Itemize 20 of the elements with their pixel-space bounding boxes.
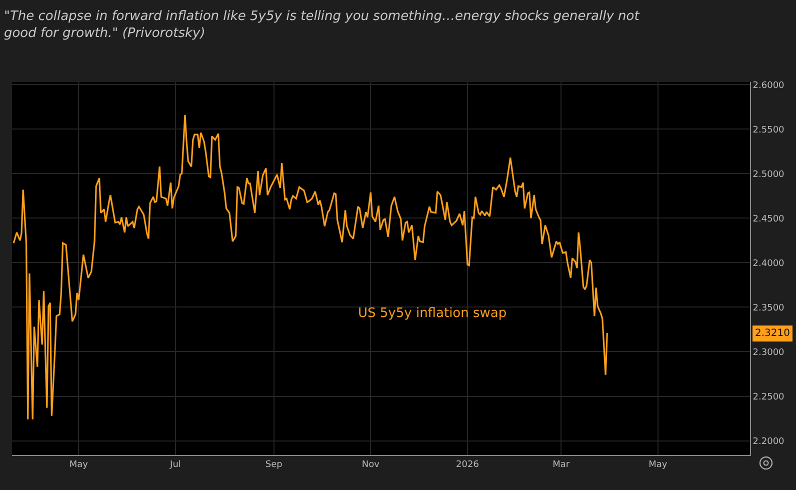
chart-title: "The collapse in forward inflation like 5y5y is telling you something…energy shocks generally not good for growth." (Privorotsky): [4, 9, 640, 41]
x-tick-label: May: [648, 460, 668, 470]
x-tick-label: Sep: [265, 460, 283, 470]
y-tick-label: 2.3000: [752, 348, 785, 358]
x-tick-label: 2026: [456, 460, 480, 470]
x-tick-label: Mar: [552, 460, 570, 470]
y-tick-label: 2.3500: [752, 303, 785, 314]
y-tick-label: 2.4500: [752, 214, 785, 224]
line-series: [12, 114, 608, 420]
y-tick-label: 2.4000: [752, 258, 785, 269]
x-tick-label: Nov: [362, 460, 380, 470]
x-tick-label: Jul: [169, 460, 181, 470]
y-tick-label: 2.2500: [752, 392, 785, 402]
y-tick-label: 2.5000: [752, 170, 785, 180]
text: US 5y5y inflation swap: [358, 306, 507, 321]
annotation: 2.3210: [755, 328, 790, 339]
y-tick-label: 2.6000: [752, 80, 785, 91]
y-tick-label: 2.5500: [752, 125, 785, 136]
x-tick-label: May: [69, 460, 89, 470]
y-tick-label: 2.2000: [752, 436, 785, 447]
